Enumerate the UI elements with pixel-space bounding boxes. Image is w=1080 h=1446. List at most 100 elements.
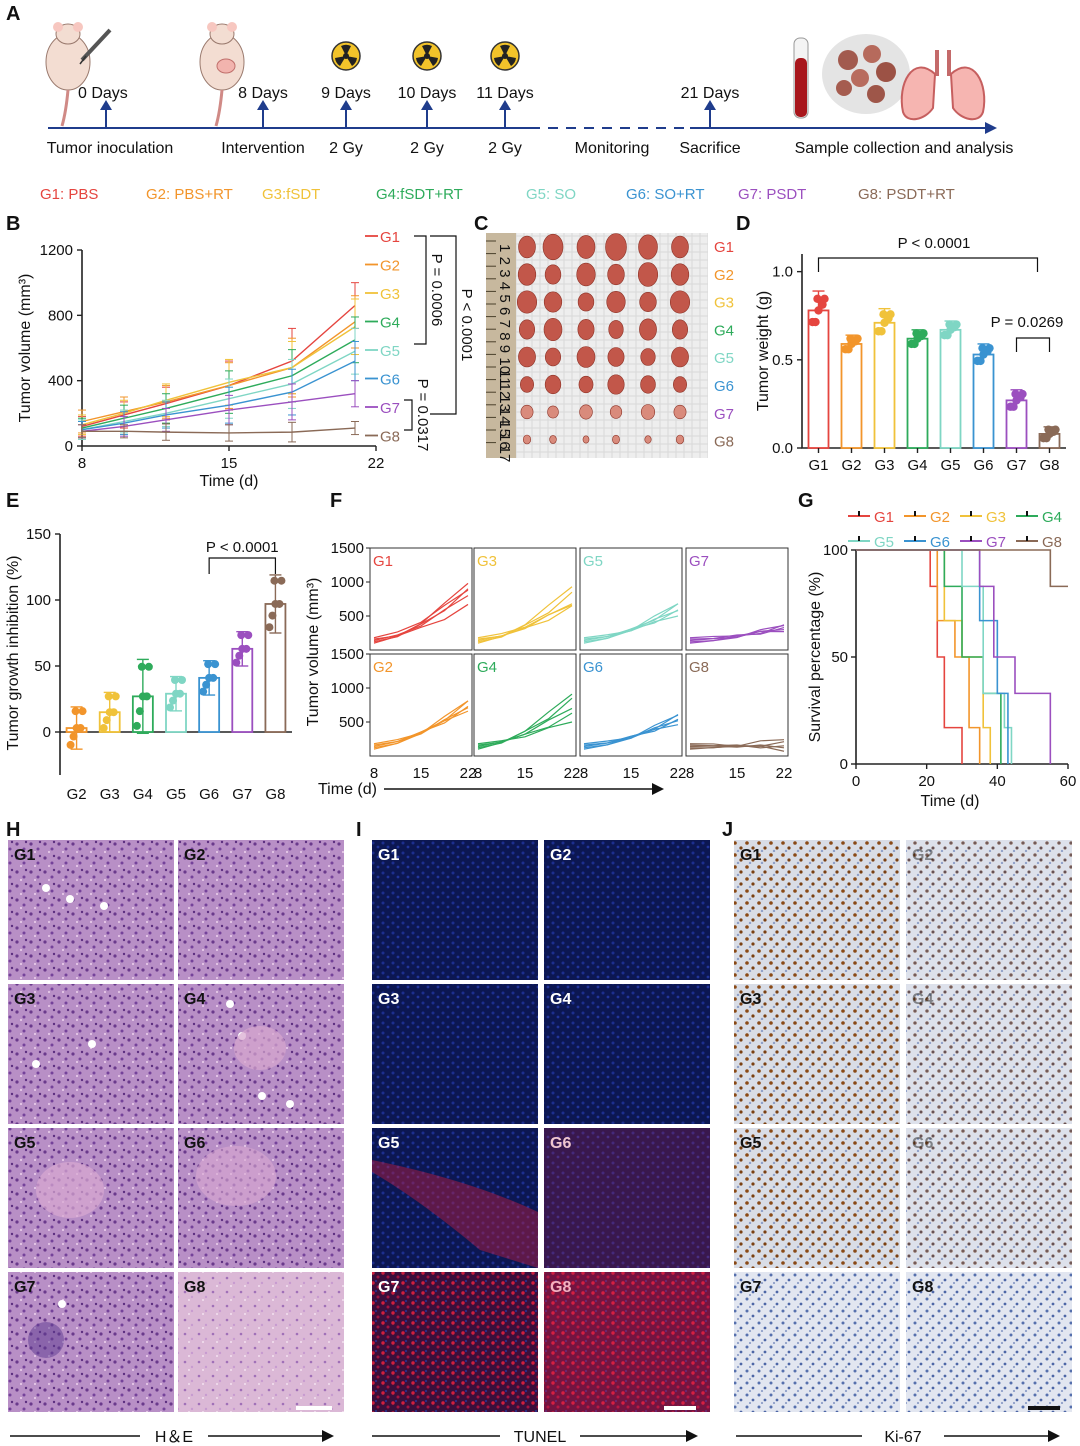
data-point [178, 675, 186, 684]
tumor-growth-curve [477, 591, 573, 643]
x-tick-label: G7 [232, 786, 252, 803]
data-point [235, 651, 244, 660]
legend-label: G4 [380, 315, 400, 332]
photo-group-label: G8 [714, 434, 734, 451]
he-stain-label: H＆E [155, 1429, 193, 1446]
micrograph-tile [372, 1128, 538, 1268]
series-line-g6 [81, 360, 356, 431]
tile-group-label: G7 [740, 1279, 761, 1296]
x-tick-label: G8 [1039, 457, 1059, 474]
data-point [209, 673, 218, 682]
x-axis-label: Time (d) [921, 793, 980, 810]
tumor-sample [544, 264, 562, 285]
tumor-growth-curve [583, 724, 679, 745]
legend-label: G1 [380, 229, 400, 246]
photo-group-label: G3 [714, 295, 734, 312]
x-tick-label: G5 [940, 457, 960, 474]
x-tick-label: 8 [580, 765, 588, 782]
micrograph-tile [734, 1272, 900, 1412]
tumor-sample [576, 262, 596, 287]
timeline-arrow-icon [340, 100, 352, 110]
tumor-sample [576, 235, 596, 259]
tumor-sample [605, 233, 627, 261]
x-tick-label: G4 [133, 786, 153, 803]
photo-group-label: G4 [714, 322, 734, 339]
data-point [818, 300, 827, 309]
subplot-label: G6 [583, 659, 603, 676]
data-point [877, 327, 886, 336]
legend-label: G1 [874, 509, 894, 526]
tumor-sample [543, 317, 563, 342]
ki67-stain-label: Ki-67 [884, 1429, 921, 1446]
tumor-sample [640, 375, 656, 394]
data-point [102, 716, 111, 725]
ruler-number: 3 [496, 269, 513, 277]
group-legend-item: G8: PSDT+RT [858, 186, 955, 203]
tile-group-label: G5 [740, 1135, 761, 1152]
y-tick-label: 100 [823, 542, 848, 559]
bar-g6 [972, 353, 995, 449]
y-tick-label: 0 [65, 438, 73, 455]
data-point [137, 662, 146, 671]
tumor-sample [518, 235, 536, 259]
tumor-sample [547, 405, 559, 419]
data-point [69, 732, 78, 741]
p-value: P < 0.0001 [458, 289, 475, 362]
y-axis-label: Tumor growth inhibition (%) [5, 555, 22, 750]
y-tick-label: 1000 [331, 680, 364, 697]
x-tick-label: G6 [199, 786, 219, 803]
panel-label-g: G [798, 490, 814, 512]
data-point [910, 339, 919, 349]
x-tick-label: G4 [907, 457, 927, 474]
tumor-sample [518, 346, 536, 368]
panel-b: B 0 400 800 1200 8 15 22 Time (d) Tumor volume (… [6, 213, 475, 490]
x-tick-label: 8 [686, 765, 694, 782]
panel-label-d: D [736, 213, 750, 235]
significance-bracket [430, 235, 457, 415]
tumor-growth-curve [689, 743, 785, 752]
survival-curve-g6 [856, 549, 1009, 764]
series-line-g3 [81, 326, 356, 426]
panel-a: A [6, 3, 1013, 157]
timeline-arrow-icon [421, 100, 433, 110]
data-point [879, 310, 888, 319]
data-point [171, 675, 179, 684]
data-point [76, 724, 85, 733]
tile-group-label: G3 [378, 991, 399, 1008]
tumor-sample [544, 374, 562, 395]
data-point [144, 662, 153, 671]
micrograph-tile [8, 840, 174, 980]
timeline-arrow-icon [257, 100, 269, 110]
tile-group-label: G3 [740, 991, 761, 1008]
tumor-growth-curve [477, 712, 573, 746]
p-value: P = 0.0317 [414, 379, 431, 452]
series-line-g1 [81, 305, 356, 428]
group-legend-item: G7: PSDT [738, 186, 806, 203]
ruler-number: 11 [496, 370, 513, 386]
group-legend-item: G5: SO [526, 186, 576, 203]
x-tick-label: 60 [1060, 773, 1077, 790]
ruler-number: 5 [496, 294, 513, 302]
tumor-growth-curve [583, 609, 679, 640]
micrograph-tile [906, 1272, 1072, 1412]
timeline-event-label: 2 Gy [488, 140, 522, 157]
subplot-frame [369, 653, 473, 757]
apoptotic-region [544, 1272, 710, 1412]
panel-h: H G1 G2 G3 G4 G5 G6 G7 G8 H＆E [6, 819, 344, 1446]
tumor-sample [577, 319, 595, 340]
survival-curve-g5 [856, 549, 1013, 764]
necrotic-area [196, 1146, 276, 1206]
tumor-sample [517, 263, 537, 286]
data-point [268, 611, 277, 620]
tile-group-label: G5 [14, 1135, 35, 1152]
apoptotic-region [544, 1128, 710, 1268]
apoptotic-region [372, 1160, 538, 1268]
x-tick-label: G2 [67, 786, 87, 803]
tumor-sample [669, 290, 691, 314]
tile-group-label: G3 [14, 991, 35, 1008]
tumor-sample [578, 375, 594, 394]
ruler-number: 6 [496, 307, 513, 315]
